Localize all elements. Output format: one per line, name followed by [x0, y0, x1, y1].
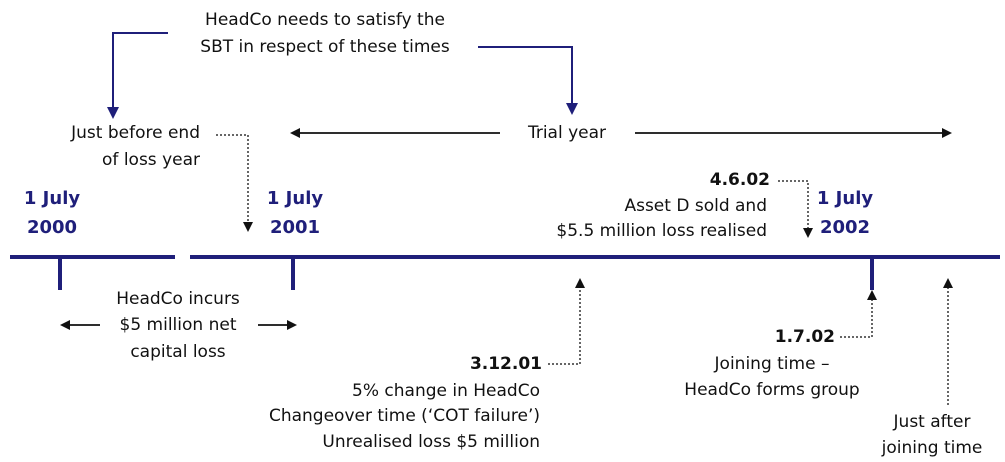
label: Asset D sold and — [624, 196, 767, 216]
label: $5 million net — [120, 315, 237, 335]
date: 1 July — [267, 188, 323, 209]
note: SBT in respect of these times — [200, 37, 450, 57]
event-date: 3.12.01 — [470, 354, 542, 374]
label: capital loss — [130, 342, 225, 362]
date: 1 July — [24, 188, 80, 209]
label: Joining time – — [714, 354, 830, 374]
label: 5% change in HeadCo — [352, 381, 540, 401]
date: 1 July — [817, 188, 873, 209]
shapes — [10, 32, 1000, 405]
label: $5.5 million loss realised — [556, 221, 767, 241]
label: Just before end — [70, 123, 200, 143]
event-date: 1.7.02 — [775, 327, 835, 347]
label: of loss year — [102, 150, 200, 170]
label: Trial year — [527, 123, 606, 143]
label: Unrealised loss $5 million — [322, 432, 540, 452]
label: Changeover time (‘COT failure’) — [269, 406, 540, 426]
label: joining time — [881, 438, 983, 458]
date: 2002 — [820, 217, 870, 238]
event-date: 4.6.02 — [710, 170, 770, 190]
note: HeadCo needs to satisfy the — [205, 10, 445, 30]
label: Just after — [893, 412, 971, 432]
date: 2001 — [270, 217, 320, 238]
label: HeadCo forms group — [684, 380, 859, 400]
date: 2000 — [27, 217, 77, 238]
label: HeadCo incurs — [116, 289, 240, 309]
